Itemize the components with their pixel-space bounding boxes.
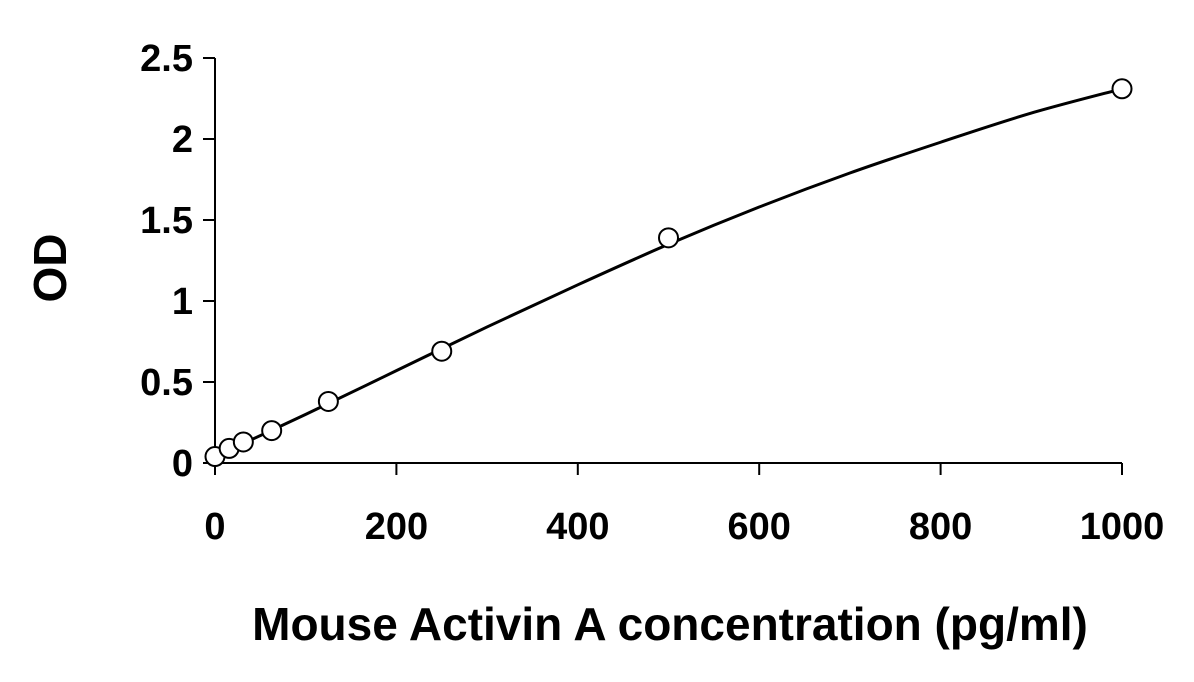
data-point <box>431 340 453 362</box>
y-tick-label: 1.5 <box>140 200 193 242</box>
x-tick-label: 400 <box>546 506 609 548</box>
data-point <box>261 420 283 442</box>
trendline-path <box>214 87 1123 458</box>
x-tick-label: 800 <box>909 506 972 548</box>
y-axis: 0 0.5 1 1.5 2 2.5 <box>140 38 216 485</box>
y-tick-label: 0.5 <box>140 362 193 404</box>
x-tick-label: 0 <box>204 506 225 548</box>
y-tick-label: 0 <box>172 443 193 485</box>
data-point <box>232 431 254 453</box>
y-tick-label: 2 <box>172 119 193 161</box>
data-point <box>658 227 679 249</box>
x-tick-label: 200 <box>365 506 428 548</box>
data-points <box>204 78 1133 468</box>
x-axis: 0 200 400 600 800 1000 <box>204 462 1165 548</box>
y-tick-label: 1 <box>172 281 193 323</box>
x-axis-title: Mouse Activin A concentration (pg/ml) <box>252 598 1088 650</box>
y-tick-label: 2.5 <box>140 38 193 80</box>
y-axis-title: OD <box>24 234 76 303</box>
data-point <box>1111 78 1133 100</box>
data-point <box>317 390 339 412</box>
trendline <box>214 87 1123 458</box>
x-tick-label: 1000 <box>1080 506 1165 548</box>
x-tick-label: 600 <box>727 506 790 548</box>
